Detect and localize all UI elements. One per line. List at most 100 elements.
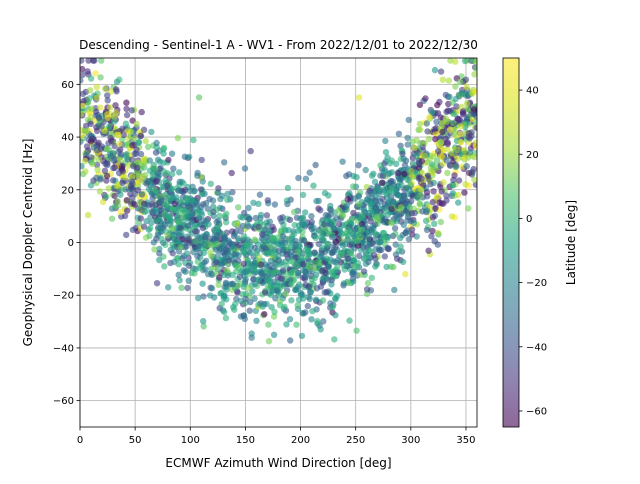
scatter-point: [454, 191, 462, 199]
scatter-point: [404, 176, 411, 184]
scatter-point: [434, 101, 441, 109]
scatter-point: [302, 246, 310, 253]
scatter-point: [264, 276, 271, 283]
scatter-point: [380, 229, 388, 237]
scatter-point: [285, 227, 292, 234]
scatter-point: [293, 262, 300, 269]
scatter-point: [296, 243, 303, 250]
scatter-point: [235, 257, 242, 264]
scatter-point: [118, 186, 126, 193]
scatter-point: [424, 159, 431, 166]
scatter-point: [297, 289, 305, 296]
scatter-point: [198, 208, 205, 216]
scatter-point: [295, 272, 302, 279]
scatter-point: [294, 301, 301, 309]
scatter-point: [107, 153, 114, 160]
scatter-point: [368, 190, 375, 198]
x-tick-label: 350: [456, 435, 475, 446]
scatter-point: [164, 232, 171, 239]
scatter-point: [404, 134, 411, 142]
scatter-point: [269, 288, 276, 295]
scatter-point: [235, 204, 242, 211]
scatter-point: [90, 177, 97, 184]
scatter-point: [360, 268, 368, 275]
scatter-point: [302, 175, 310, 182]
scatter-point: [138, 108, 145, 116]
scatter-point: [221, 271, 228, 279]
scatter-point: [444, 140, 451, 148]
scatter-point: [314, 317, 321, 325]
scatter-point: [443, 197, 450, 204]
scatter-point: [205, 271, 212, 278]
scatter-point: [300, 310, 307, 317]
scatter-point: [173, 194, 180, 201]
scatter-point: [438, 188, 445, 195]
scatter-point: [471, 176, 477, 184]
scatter-point: [128, 156, 136, 163]
scatter-point: [397, 243, 404, 250]
scatter-point: [363, 286, 371, 293]
scatter-point: [416, 200, 424, 207]
scatter-point: [383, 263, 390, 271]
scatter-point: [300, 221, 307, 228]
scatter-point: [396, 175, 403, 183]
scatter-point: [408, 168, 415, 175]
scatter-point: [80, 102, 86, 110]
scatter-point: [80, 58, 85, 64]
scatter-point: [324, 241, 331, 248]
scatter-point: [111, 164, 118, 171]
scatter-point: [221, 292, 228, 299]
scatter-point: [295, 227, 302, 234]
y-tick-label: 40: [61, 133, 74, 144]
scatter-point: [191, 187, 198, 195]
scatter-point: [351, 226, 359, 233]
scatter-point: [437, 68, 445, 75]
scatter-point: [192, 238, 199, 245]
scatter-point: [423, 189, 431, 196]
scatter-point: [365, 232, 372, 240]
scatter-point: [297, 254, 304, 261]
scatter-point: [169, 170, 176, 178]
scatter-point: [386, 169, 393, 177]
scatter-point: [463, 163, 470, 170]
scatter-point: [432, 135, 439, 143]
scatter-point: [311, 275, 318, 282]
scatter-point: [199, 280, 206, 287]
scatter-point: [287, 337, 294, 344]
scatter-point: [123, 111, 131, 119]
scatter-point: [95, 156, 103, 163]
scatter-point: [371, 206, 379, 213]
scatter-point: [124, 207, 131, 214]
scatter-point: [160, 159, 167, 166]
scatter-point: [111, 203, 119, 210]
scatter-point: [340, 262, 348, 269]
scatter-point: [213, 240, 220, 248]
scatter-point: [123, 153, 130, 160]
scatter-point: [170, 244, 177, 251]
scatter-point: [233, 220, 241, 228]
scatter-point: [83, 127, 91, 134]
scatter-point: [80, 97, 87, 105]
scatter-point: [93, 83, 101, 91]
x-tick-label: 200: [291, 435, 310, 446]
scatter-point: [265, 338, 273, 345]
scatter-point: [264, 283, 272, 290]
scatter-point: [104, 111, 111, 118]
scatter-point: [229, 280, 236, 287]
scatter-point: [448, 213, 456, 220]
scatter-point: [210, 208, 217, 215]
scatter-point: [411, 144, 418, 151]
scatter-point: [453, 163, 460, 170]
scatter-point: [445, 77, 453, 84]
scatter-point: [133, 120, 140, 128]
y-tick-label: −60: [53, 396, 74, 407]
scatter-point: [87, 182, 95, 189]
scatter-point: [286, 239, 293, 247]
scatter-point: [422, 95, 429, 102]
scatter-point: [146, 232, 153, 239]
scatter-point: [469, 168, 476, 176]
scatter-point: [298, 332, 306, 340]
scatter-point: [262, 226, 269, 234]
scatter-point: [362, 166, 369, 174]
scatter-point: [465, 205, 472, 212]
